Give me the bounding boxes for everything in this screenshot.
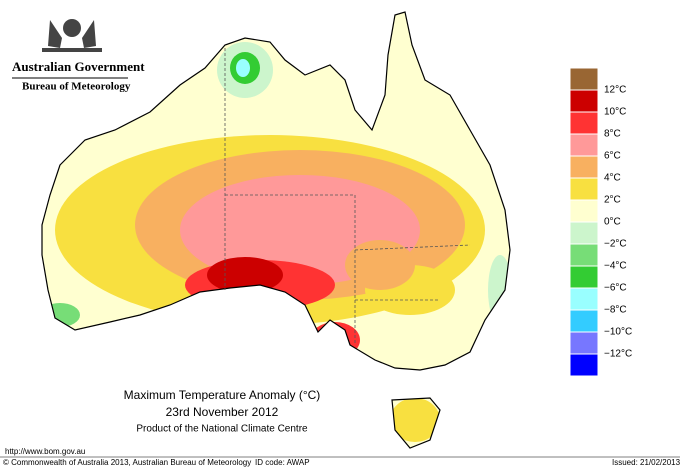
- header-title: Australian Government: [12, 59, 145, 74]
- legend-swatch: [569, 353, 599, 377]
- legend-label: −10°C: [604, 327, 632, 338]
- coastline: [41, 11, 511, 449]
- legend-label: −8°C: [604, 305, 627, 316]
- legend-label: 6°C: [604, 151, 621, 162]
- legend-label: 12°C: [604, 85, 626, 96]
- legend-swatch: [569, 331, 599, 355]
- state-borders: [224, 48, 471, 345]
- legend-label: 2°C: [604, 195, 621, 206]
- legend-label: 0°C: [604, 217, 621, 228]
- legend-swatch: [569, 111, 599, 135]
- legend-swatch: [569, 155, 599, 179]
- legend-label: 8°C: [604, 129, 621, 140]
- legend-label: −4°C: [604, 261, 627, 272]
- issued: Issued: 21/02/2013: [612, 458, 680, 467]
- legend-label: −6°C: [604, 283, 627, 294]
- legend-swatch: [569, 89, 599, 113]
- legend-swatch: [569, 199, 599, 223]
- emblem: [42, 19, 102, 52]
- legend-label: 4°C: [604, 173, 621, 184]
- legend-swatch: [569, 133, 599, 157]
- legend-swatch: [569, 177, 599, 201]
- legend-swatch: [569, 243, 599, 267]
- legend-label: 10°C: [604, 107, 626, 118]
- legend-label: −2°C: [604, 239, 627, 250]
- legend: 12°C 10°C 8°C 6°C 4°C 2°C 0°C −2°C −4°C −6°C −8°C −…: [569, 67, 632, 377]
- url: http://www.bom.gov.au: [5, 447, 85, 456]
- header-subtitle: Bureau of Meteorology: [22, 81, 131, 93]
- legend-swatch: [569, 287, 599, 311]
- legend-swatch: [569, 221, 599, 245]
- map-title: Maximum Temperature Anomaly (°C): [124, 388, 321, 402]
- legend-label: −12°C: [604, 349, 632, 360]
- id-code: ID code: AWAP: [255, 458, 310, 467]
- map-date: 23rd November 2012: [166, 405, 279, 419]
- legend-swatch: [569, 309, 599, 333]
- legend-swatch: [569, 265, 599, 289]
- legend-swatch: [569, 67, 599, 91]
- copyright: © Commonwealth of Australia 2013, Austra…: [3, 458, 251, 467]
- map-product: Product of the National Climate Centre: [136, 424, 308, 435]
